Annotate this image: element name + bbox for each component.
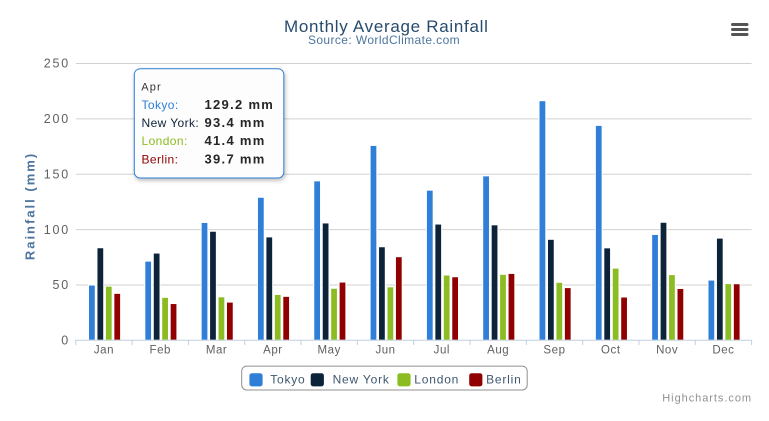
svg-text:41.4 mm: 41.4 mm bbox=[205, 133, 266, 148]
svg-text:Apr: Apr bbox=[263, 344, 283, 356]
svg-text:250: 250 bbox=[44, 57, 70, 71]
svg-text:Jun: Jun bbox=[375, 344, 395, 356]
svg-text:Berlin: Berlin bbox=[486, 373, 521, 387]
svg-text:Berlin:: Berlin: bbox=[142, 152, 179, 166]
svg-text:93.4 mm: 93.4 mm bbox=[205, 115, 266, 130]
svg-text:Highcharts.com: Highcharts.com bbox=[662, 393, 752, 405]
svg-text:200: 200 bbox=[44, 112, 70, 126]
svg-text:129.2 mm: 129.2 mm bbox=[205, 97, 275, 112]
svg-text:150: 150 bbox=[44, 167, 70, 181]
svg-text:Jul: Jul bbox=[434, 344, 450, 356]
svg-text:New York: New York bbox=[333, 373, 390, 387]
svg-text:Monthly Average Rainfall: Monthly Average Rainfall bbox=[284, 17, 489, 36]
svg-text:Mar: Mar bbox=[206, 344, 227, 356]
svg-text:London:: London: bbox=[142, 134, 188, 148]
svg-text:Nov: Nov bbox=[656, 344, 678, 356]
svg-text:Sep: Sep bbox=[543, 344, 565, 356]
svg-text:Tokyo: Tokyo bbox=[270, 373, 305, 387]
svg-text:Aug: Aug bbox=[487, 344, 509, 356]
svg-text:Source: WorldClimate.com: Source: WorldClimate.com bbox=[308, 33, 460, 47]
svg-text:Rainfall (mm): Rainfall (mm) bbox=[23, 152, 38, 260]
svg-text:Oct: Oct bbox=[601, 344, 621, 356]
svg-text:50: 50 bbox=[52, 278, 70, 292]
svg-text:Feb: Feb bbox=[150, 344, 171, 356]
svg-text:Jan: Jan bbox=[94, 344, 114, 356]
svg-text:100: 100 bbox=[44, 223, 70, 237]
svg-text:Apr: Apr bbox=[141, 81, 162, 93]
svg-text:May: May bbox=[318, 344, 341, 356]
svg-text:39.7 mm: 39.7 mm bbox=[205, 151, 266, 166]
svg-text:Tokyo:: Tokyo: bbox=[142, 98, 179, 112]
svg-text:Dec: Dec bbox=[712, 344, 734, 356]
svg-text:0: 0 bbox=[61, 334, 70, 348]
svg-text:London: London bbox=[414, 373, 459, 387]
svg-text:New York:: New York: bbox=[142, 116, 200, 130]
